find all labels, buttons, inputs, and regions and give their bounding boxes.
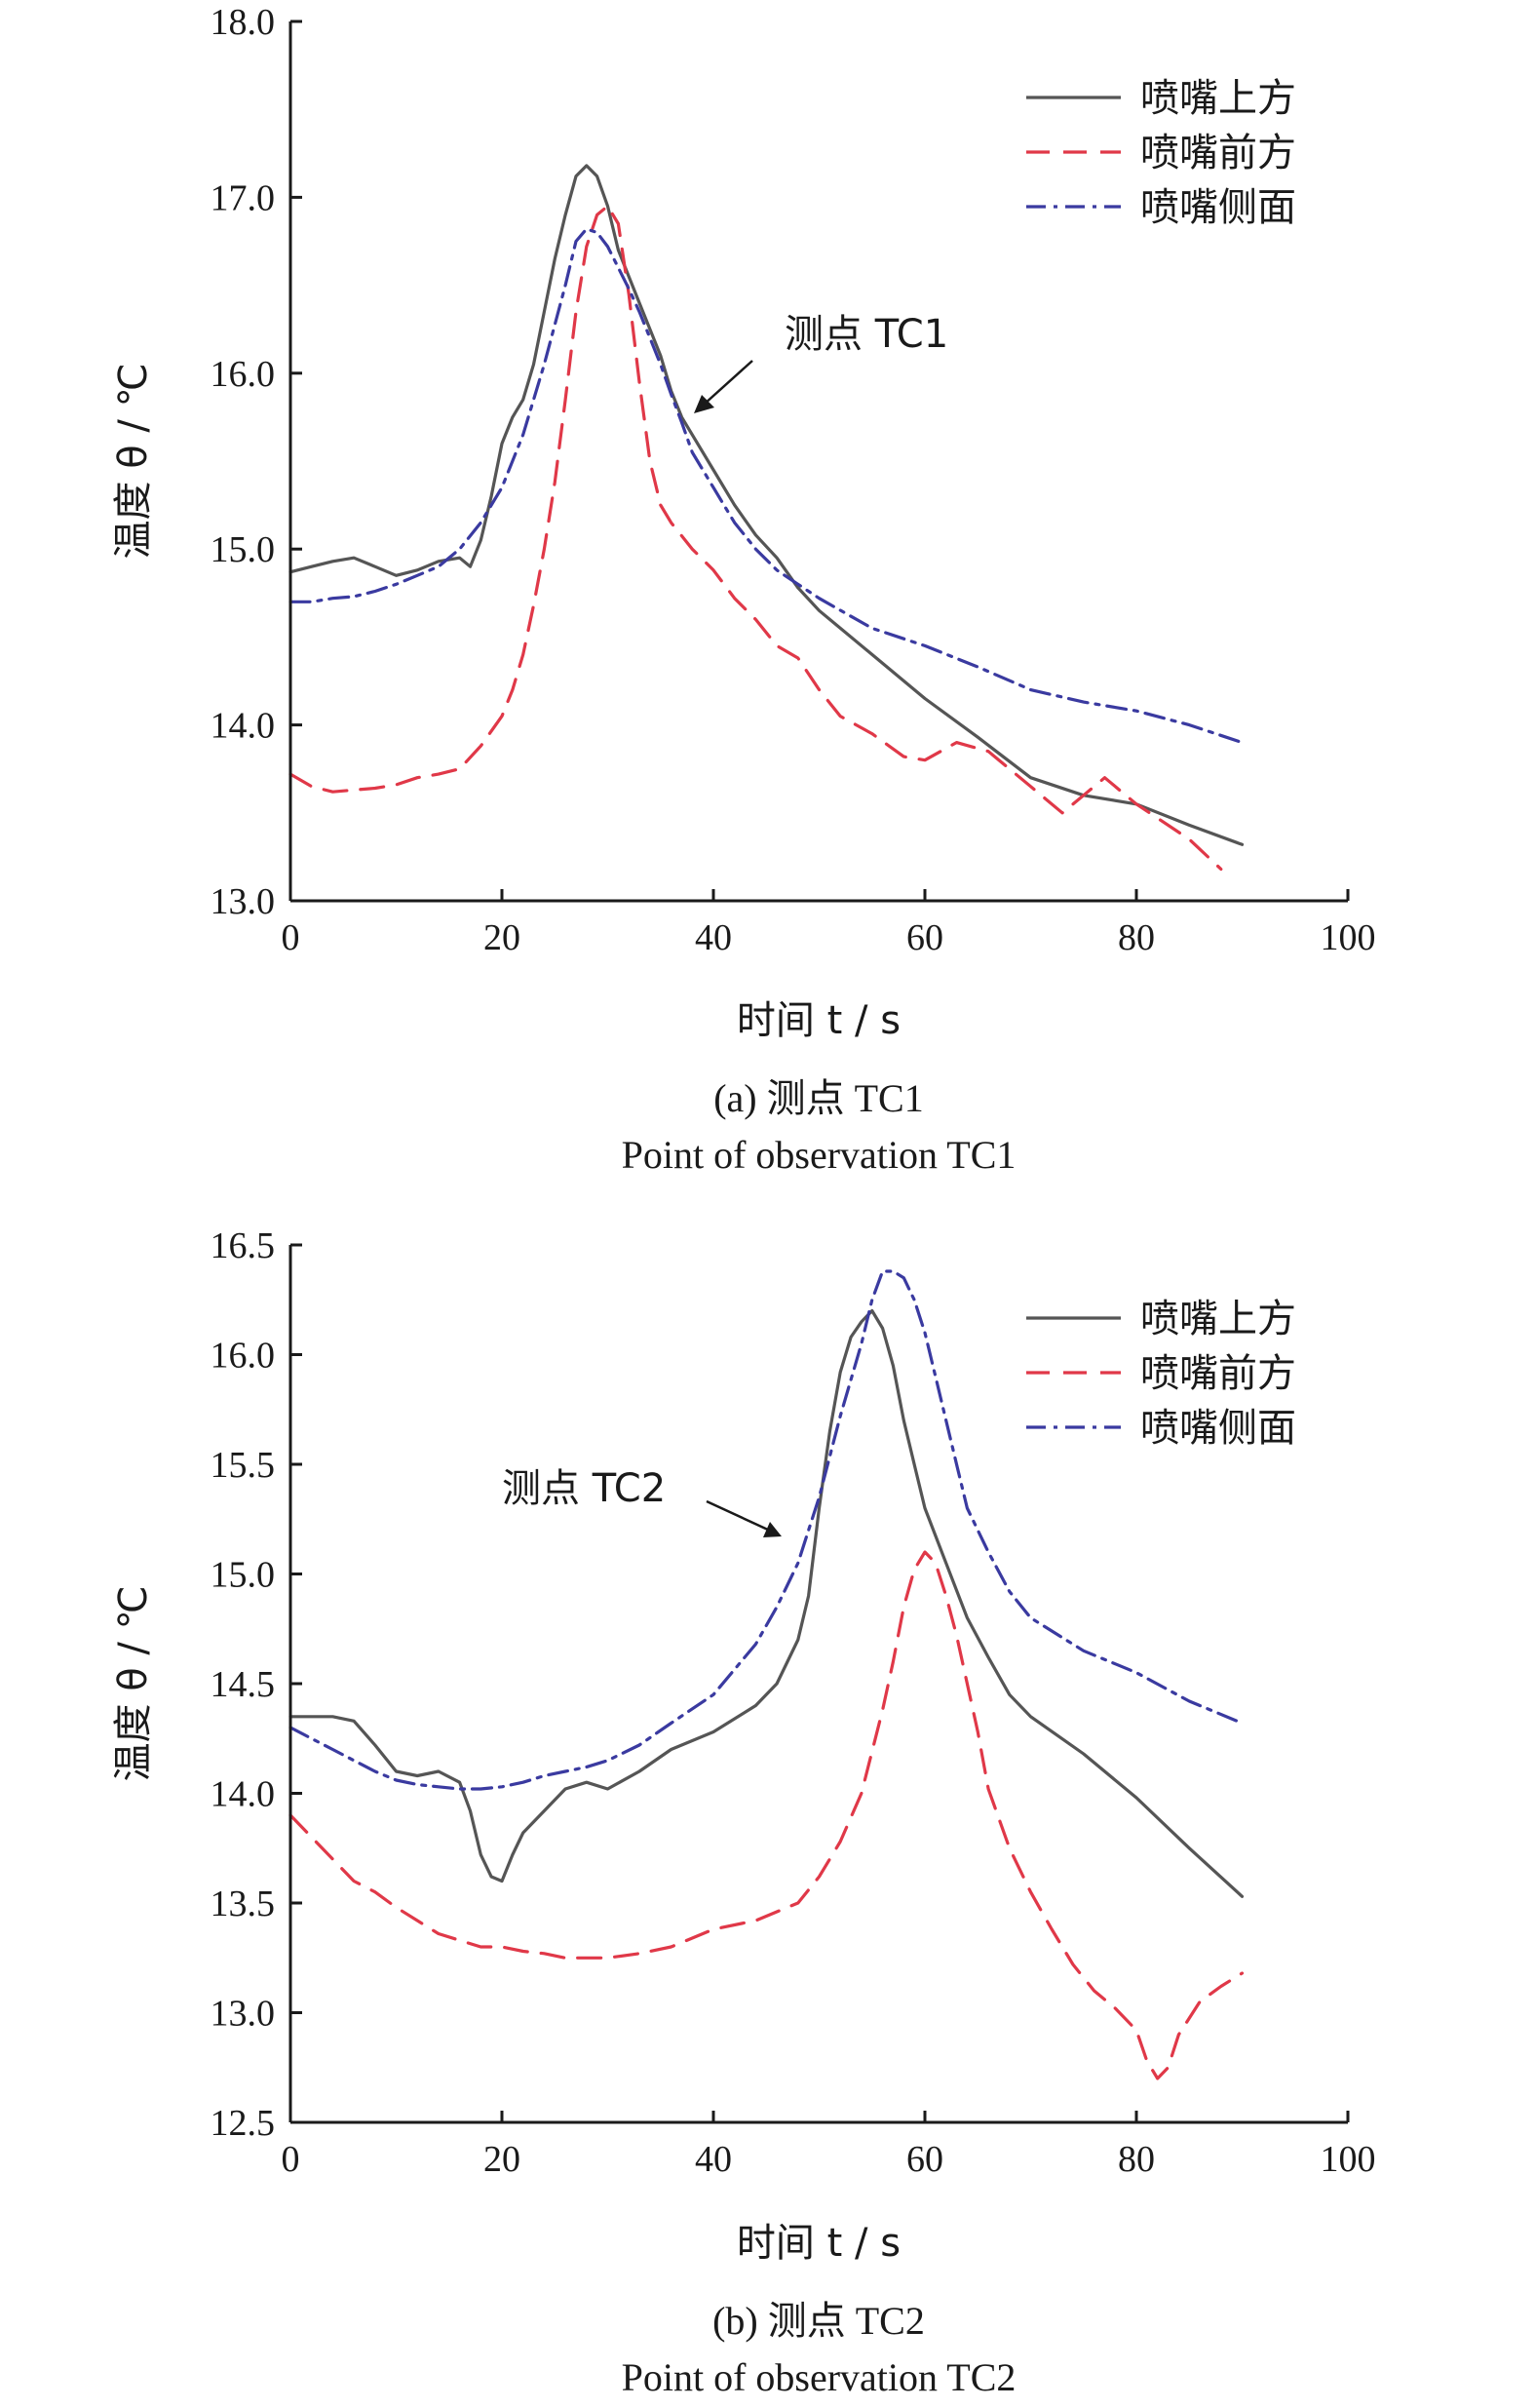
annotation-label-b: 测点 TC2 <box>502 1466 666 1511</box>
series-layer-b <box>288 1269 1245 2080</box>
ticks-b: 0 20 40 60 80 100 12.5 13.0 13.5 14.0 14.5 15.0 15.5… <box>211 1225 1376 2180</box>
x-tick-label-b-4: 80 <box>1118 2139 1155 2180</box>
y-tick-label-a-4: 17.0 <box>211 177 276 218</box>
y-tick-label-b-3: 14.0 <box>211 1774 276 1815</box>
legend-label-side-a: 喷嘴侧面 <box>1140 185 1296 230</box>
series-line-side-a <box>288 227 1245 745</box>
annotation-b: 测点 TC2 <box>502 1466 782 1537</box>
caption-en-a: Point of observation TC1 <box>622 1133 1017 1177</box>
caption-cn-a: (a) 测点 TC1 <box>713 1076 924 1120</box>
legend-label-front-b: 喷嘴前方 <box>1140 1351 1296 1396</box>
y-tick-label-b-4: 14.5 <box>211 1664 276 1705</box>
y-tick-label-b-5: 15.0 <box>211 1555 276 1596</box>
x-axis-label-b: 时间 t / s <box>737 2221 901 2266</box>
x-tick-label-a-2: 40 <box>695 917 732 958</box>
annotation-arrow-b <box>706 1499 771 1533</box>
annotation-label-a: 测点 TC1 <box>785 312 948 357</box>
annotation-a: 测点 TC1 <box>694 312 948 413</box>
series-layer-a <box>288 164 1245 872</box>
x-tick-label-a-5: 100 <box>1321 917 1376 958</box>
x-tick-label-a-0: 0 <box>282 917 300 958</box>
chart-panel-b: 0 20 40 60 80 100 12.5 13.0 13.5 14.0 14.5 15.0 15.5… <box>111 1225 1376 2399</box>
x-tick-label-a-1: 20 <box>483 917 520 958</box>
x-tick-label-a-4: 80 <box>1118 917 1155 958</box>
y-tick-label-b-7: 16.0 <box>211 1336 276 1377</box>
x-tick-label-b-0: 0 <box>282 2139 300 2180</box>
legend-label-front-a: 喷嘴前方 <box>1140 131 1296 175</box>
x-tick-label-b-1: 20 <box>483 2139 520 2180</box>
ticks-a: 0 20 40 60 80 100 13.0 14.0 15.0 16.0 17.0 18.0 <box>211 2 1376 958</box>
y-tick-label-a-3: 16.0 <box>211 354 276 395</box>
x-axis-label-a: 时间 t / s <box>737 998 901 1043</box>
y-tick-label-b-2: 13.5 <box>211 1884 276 1924</box>
chart-panel-a: 0 20 40 60 80 100 13.0 14.0 15.0 16.0 17.0 18.0 温度 … <box>111 2 1376 1177</box>
x-tick-label-b-3: 60 <box>906 2139 943 2180</box>
legend-label-above-b: 喷嘴上方 <box>1140 1297 1296 1341</box>
series-line-above-b <box>288 1308 1245 1898</box>
caption-en-b: Point of observation TC2 <box>622 2355 1017 2399</box>
annotation-arrowhead-a <box>694 395 714 413</box>
series-line-front-a <box>288 204 1223 872</box>
x-tick-label-b-2: 40 <box>695 2139 732 2180</box>
y-axis-label-b: 温度 θ / ℃ <box>111 1585 156 1781</box>
y-tick-label-b-6: 15.5 <box>211 1445 276 1486</box>
annotation-arrowhead-b <box>763 1522 782 1537</box>
y-tick-label-a-0: 13.0 <box>211 881 276 922</box>
legend-label-side-b: 喷嘴侧面 <box>1140 1406 1296 1451</box>
y-tick-label-a-1: 14.0 <box>211 706 276 747</box>
legend-a: 喷嘴上方 喷嘴前方 喷嘴侧面 <box>1026 76 1296 230</box>
y-tick-label-b-0: 12.5 <box>211 2103 276 2144</box>
series-line-above-a <box>288 164 1245 846</box>
series-line-front-b <box>288 1550 1245 2080</box>
y-tick-label-b-1: 13.0 <box>211 1994 276 2035</box>
y-tick-label-b-8: 16.5 <box>211 1225 276 1266</box>
y-axis-label-a: 温度 θ / ℃ <box>111 363 156 559</box>
annotation-arrow-a <box>703 360 753 406</box>
x-tick-label-a-3: 60 <box>906 917 943 958</box>
legend-b: 喷嘴上方 喷嘴前方 喷嘴侧面 <box>1026 1297 1296 1451</box>
x-tick-label-b-5: 100 <box>1321 2139 1376 2180</box>
series-line-side-b <box>288 1269 1245 1791</box>
caption-cn-b: (b) 测点 TC2 <box>712 2299 925 2343</box>
axes-a <box>288 21 1348 903</box>
y-tick-label-a-2: 15.0 <box>211 529 276 570</box>
legend-label-above-a: 喷嘴上方 <box>1140 76 1296 121</box>
y-tick-label-a-5: 18.0 <box>211 2 276 43</box>
